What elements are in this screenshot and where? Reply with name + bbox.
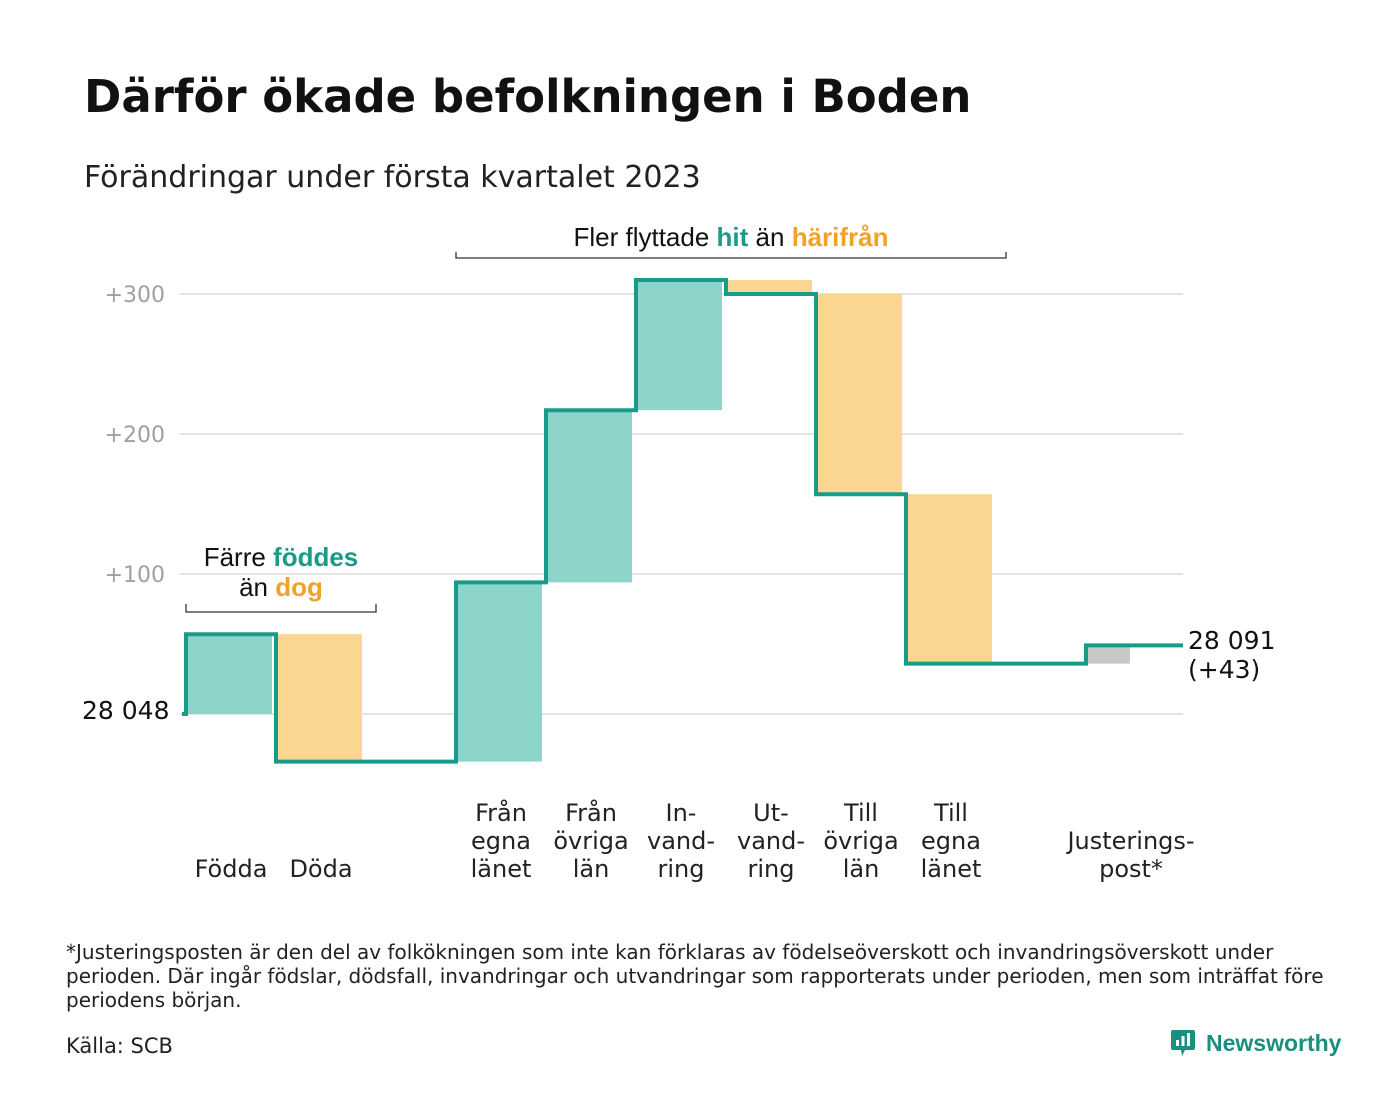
bar — [816, 294, 902, 495]
category-label: egna — [471, 827, 531, 855]
category-label: övriga — [823, 827, 898, 855]
category-label: län — [573, 855, 610, 883]
category-label: Födda — [195, 855, 268, 883]
category-label: egna — [921, 827, 981, 855]
category-label: Till — [843, 799, 878, 827]
category-label: Döda — [289, 855, 352, 883]
category-label: post* — [1099, 855, 1163, 883]
chart-subtitle: Förändringar under första kvartalet 2023 — [84, 160, 701, 195]
births-annotation-line2: än dog — [239, 572, 323, 602]
chart-bubble-icon — [1171, 1030, 1195, 1056]
category-label: län — [843, 855, 880, 883]
bar — [186, 634, 272, 714]
category-label: Från — [565, 798, 617, 827]
category-label: Från — [475, 798, 527, 827]
footnote: *Justeringsposten är den del av folkökni… — [66, 940, 1324, 1012]
brand-logo: Newsworthy — [1170, 1028, 1341, 1058]
bar — [726, 280, 812, 294]
category-label: länet — [471, 855, 532, 883]
bar — [276, 634, 362, 762]
end-value-label: 28 091 — [1188, 626, 1275, 655]
y-tick-label: +200 — [105, 423, 165, 448]
births-annotation: Färre föddes än dog — [185, 542, 377, 613]
bar — [546, 410, 632, 583]
births-bracket — [185, 604, 377, 613]
category-label: In- — [666, 799, 697, 827]
category-label: övriga — [553, 827, 628, 855]
cumulative-step-line — [182, 278, 1183, 764]
migration-annotation-text: Fler flyttade hit än härifrån — [573, 222, 888, 252]
bar — [906, 494, 992, 664]
category-label: ring — [748, 855, 795, 883]
category-label: länet — [921, 855, 982, 883]
start-value-label: 28 048 — [82, 696, 169, 725]
category-label: Justerings- — [1065, 827, 1194, 855]
bar — [456, 582, 542, 762]
brand-name: Newsworthy — [1206, 1029, 1342, 1056]
migration-bracket — [455, 252, 1007, 259]
migration-annotation: Fler flyttade hit än härifrån — [455, 222, 1007, 259]
bars — [186, 280, 1130, 762]
source-label: Källa: SCB — [66, 1034, 173, 1058]
cumulative-line — [182, 278, 1183, 764]
waterfall-chart: +100+200+300 Födda DödaFrånegnalänetFrånö… — [82, 222, 1275, 883]
category-label: ring — [658, 855, 705, 883]
births-annotation-line1: Färre föddes — [204, 542, 359, 572]
chart-title: Därför ökade befolkningen i Boden — [84, 70, 972, 123]
category-labels: Födda DödaFrånegnalänetFrånövrigalänIn-va… — [195, 798, 1195, 883]
end-change-label: (+43) — [1188, 655, 1260, 684]
bar — [636, 280, 722, 411]
category-label: vand- — [647, 827, 715, 855]
y-tick-label: +100 — [105, 563, 165, 588]
category-label: Ut- — [753, 799, 789, 827]
bar — [1086, 645, 1130, 664]
category-label: Till — [933, 799, 968, 827]
category-label: vand- — [737, 827, 805, 855]
y-tick-label: +300 — [105, 283, 165, 308]
